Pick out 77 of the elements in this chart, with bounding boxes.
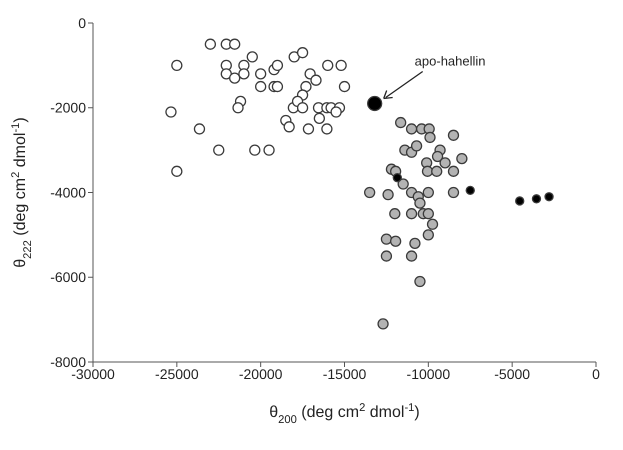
y-tick-label: -4000 xyxy=(50,184,86,200)
point xyxy=(263,144,275,156)
point xyxy=(204,38,216,50)
point xyxy=(395,116,406,128)
point xyxy=(382,188,394,200)
point xyxy=(389,208,400,220)
point xyxy=(288,51,300,63)
point xyxy=(380,250,392,262)
x-axis-title: θ$_{200}$ (deg cm$^{2}$ dmol$^{-1}$) xyxy=(269,402,420,426)
point xyxy=(544,192,554,202)
point xyxy=(364,186,376,198)
point xyxy=(448,130,460,141)
point xyxy=(422,229,434,241)
point xyxy=(194,123,206,135)
point xyxy=(390,236,402,247)
point xyxy=(321,123,333,135)
point xyxy=(255,68,266,80)
point xyxy=(406,208,418,220)
point xyxy=(414,276,426,288)
point xyxy=(229,38,240,50)
point xyxy=(229,72,240,84)
point xyxy=(398,178,409,190)
point xyxy=(409,238,421,249)
point xyxy=(296,102,308,114)
point xyxy=(515,196,524,206)
point xyxy=(422,166,434,177)
point xyxy=(422,208,434,220)
point xyxy=(335,60,347,72)
point xyxy=(424,132,436,144)
x-tick-label: -15000 xyxy=(322,366,367,382)
y-tick-label: 0 xyxy=(78,14,86,31)
point xyxy=(410,140,422,152)
point xyxy=(377,318,389,330)
point xyxy=(249,144,260,156)
point xyxy=(213,144,224,156)
point xyxy=(380,233,392,245)
y-tick-label: -2000 xyxy=(50,100,86,116)
point xyxy=(171,166,182,177)
point xyxy=(406,250,418,262)
point xyxy=(406,123,418,135)
point xyxy=(272,60,284,72)
point xyxy=(302,123,314,135)
point xyxy=(392,173,402,182)
point xyxy=(466,186,475,196)
point xyxy=(165,106,177,118)
y-tick-label: -6000 xyxy=(50,269,86,286)
x-tick-label: -5000 xyxy=(494,366,530,382)
point xyxy=(300,80,312,92)
point xyxy=(272,80,284,92)
point xyxy=(432,150,444,162)
point xyxy=(171,60,182,72)
point xyxy=(284,121,295,132)
x-tick-label: -10000 xyxy=(406,366,450,382)
point xyxy=(238,68,250,80)
point xyxy=(426,218,438,230)
point xyxy=(448,186,460,198)
point xyxy=(414,197,426,209)
annotation: apo-hahellin xyxy=(414,54,486,69)
point xyxy=(532,194,542,204)
point xyxy=(338,80,350,92)
point xyxy=(330,106,342,118)
point xyxy=(220,68,232,80)
point xyxy=(255,80,266,92)
point xyxy=(310,74,322,86)
point xyxy=(246,51,258,63)
x-tick-label: 0 xyxy=(592,366,600,382)
point xyxy=(322,60,334,72)
x-tick-label: -20000 xyxy=(238,366,283,382)
x-tick-label: -25000 xyxy=(155,366,199,382)
point xyxy=(439,157,451,168)
point xyxy=(314,112,325,124)
point xyxy=(456,152,468,164)
point xyxy=(422,186,434,198)
point xyxy=(448,166,460,177)
point xyxy=(431,166,442,177)
point xyxy=(296,47,308,58)
point xyxy=(232,102,244,114)
